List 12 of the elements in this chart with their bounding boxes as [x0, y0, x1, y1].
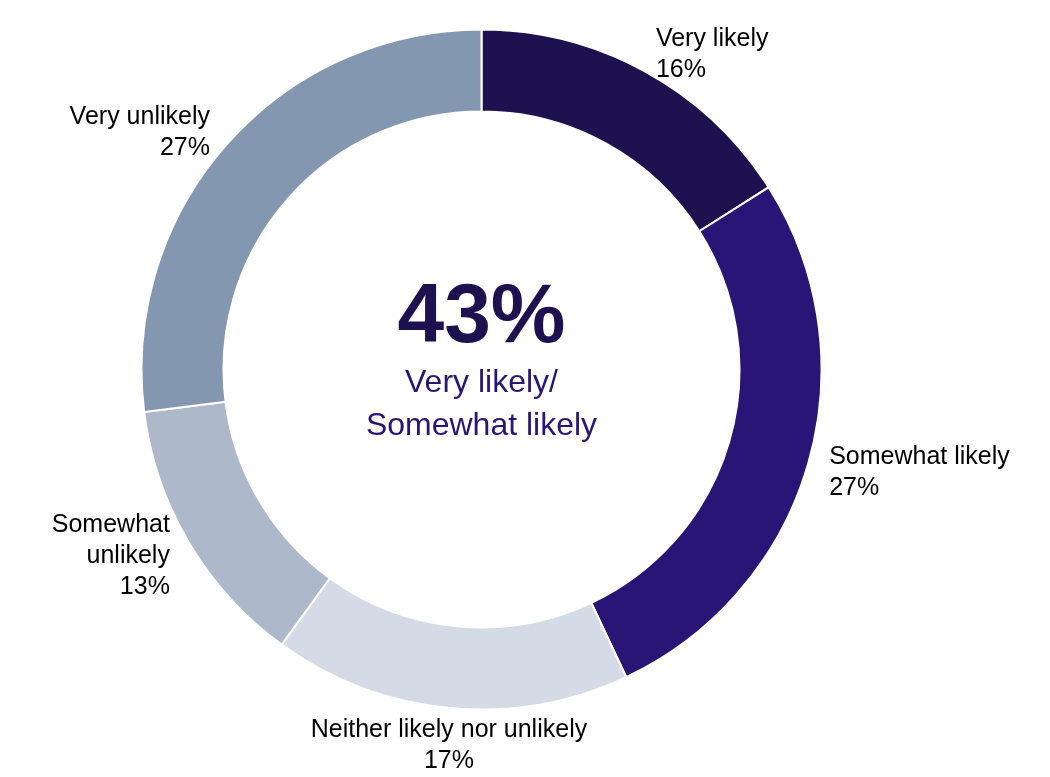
slice-label: Very unlikely	[69, 100, 211, 129]
slice-label: Neither likely nor unlikely	[310, 713, 588, 742]
data-label: 27%	[159, 131, 210, 160]
slice-label: Somewhat likely	[829, 441, 1011, 470]
text: Very likely/ Somewhat likely	[365, 362, 598, 443]
text: 43%	[397, 265, 566, 360]
data-label: 16%	[655, 53, 706, 82]
slice-label: Very likely	[655, 22, 769, 51]
data-label: 17%	[423, 744, 474, 773]
data-label: 13%	[119, 570, 170, 599]
data-label: 27%	[829, 471, 880, 500]
slice-label: Somewhat unlikely	[51, 508, 171, 568]
